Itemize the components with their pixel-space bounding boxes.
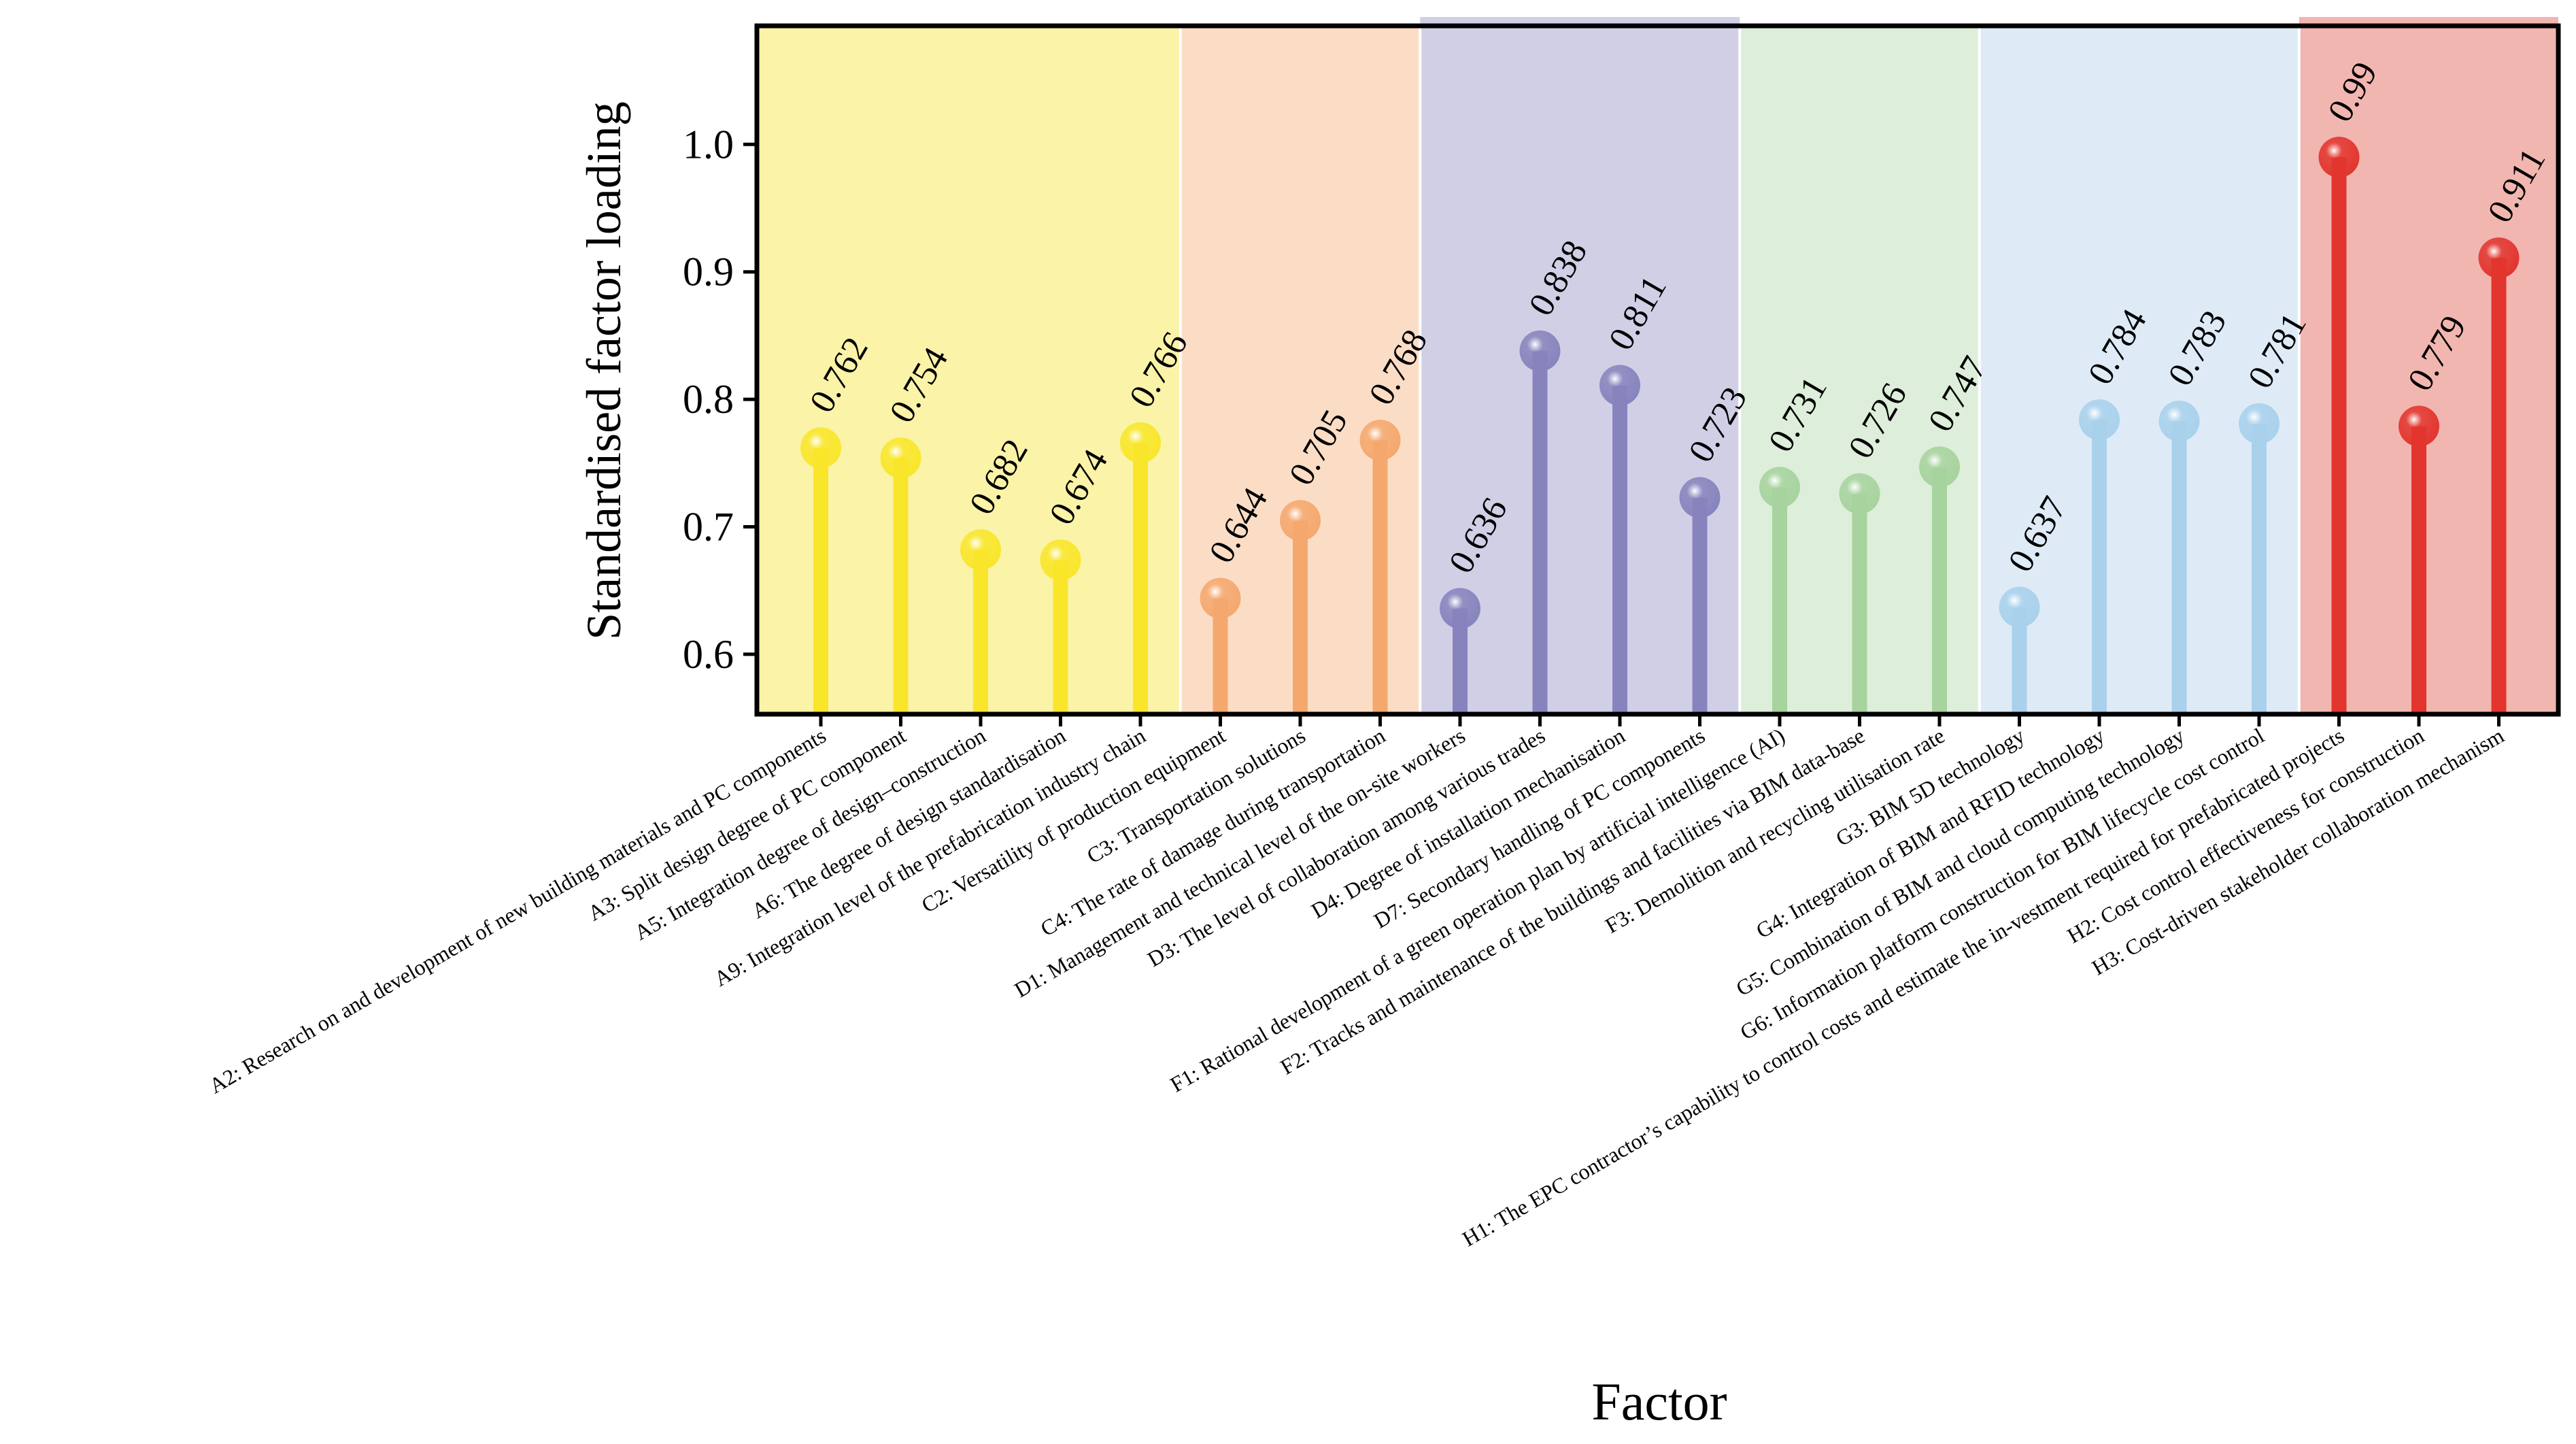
- lollipop-head-19: [2318, 137, 2360, 178]
- y-tick-label-0: 0.6: [683, 632, 734, 677]
- lollipop-heads: [800, 137, 2520, 629]
- lollipop-head-15: [1999, 586, 2040, 628]
- x-axis-title: Factor: [1591, 1372, 1727, 1431]
- lollipop-head-14: [1919, 446, 1960, 488]
- lollipop-head-8: [1440, 588, 1480, 629]
- lollipop-head-6: [1280, 500, 1321, 541]
- lollipop-head-9: [1519, 330, 1561, 371]
- lollipop-head-11: [1679, 477, 1721, 518]
- lollipop-head-7: [1359, 420, 1401, 461]
- lollipop-head-12: [1759, 467, 1800, 508]
- x-axis: A2: Research on and development of new b…: [205, 714, 2508, 1251]
- lollipop-head-0: [800, 427, 841, 469]
- lollipop-head-18: [2239, 403, 2280, 444]
- y-tick-label-1: 0.7: [683, 505, 734, 550]
- lollipop-head-17: [2158, 400, 2200, 441]
- lollipop-head-2: [960, 529, 1001, 571]
- y-tick-label-3: 0.9: [683, 250, 734, 295]
- lollipop-head-10: [1599, 365, 1640, 406]
- y-axis: 0.6 0.7 0.8 0.9 1.0: [683, 122, 757, 677]
- lollipop-head-1: [880, 437, 921, 479]
- y-axis-title: Standardised factor loading: [577, 101, 631, 640]
- lollipop-head-16: [2079, 399, 2120, 441]
- lollipop-head-21: [2478, 237, 2520, 279]
- lollipop-head-4: [1120, 422, 1161, 463]
- plot-frame: [754, 23, 2561, 717]
- lollipop-head-5: [1200, 577, 1241, 619]
- lollipop-head-13: [1839, 473, 1880, 514]
- y-tick-label-2: 0.8: [683, 377, 734, 422]
- x-tick-label-0: A2: Research on and development of new b…: [205, 723, 830, 1098]
- lollipop-head-3: [1040, 539, 1081, 581]
- y-tick-label-4: 1.0: [683, 122, 734, 167]
- lollipop-head-20: [2399, 405, 2439, 447]
